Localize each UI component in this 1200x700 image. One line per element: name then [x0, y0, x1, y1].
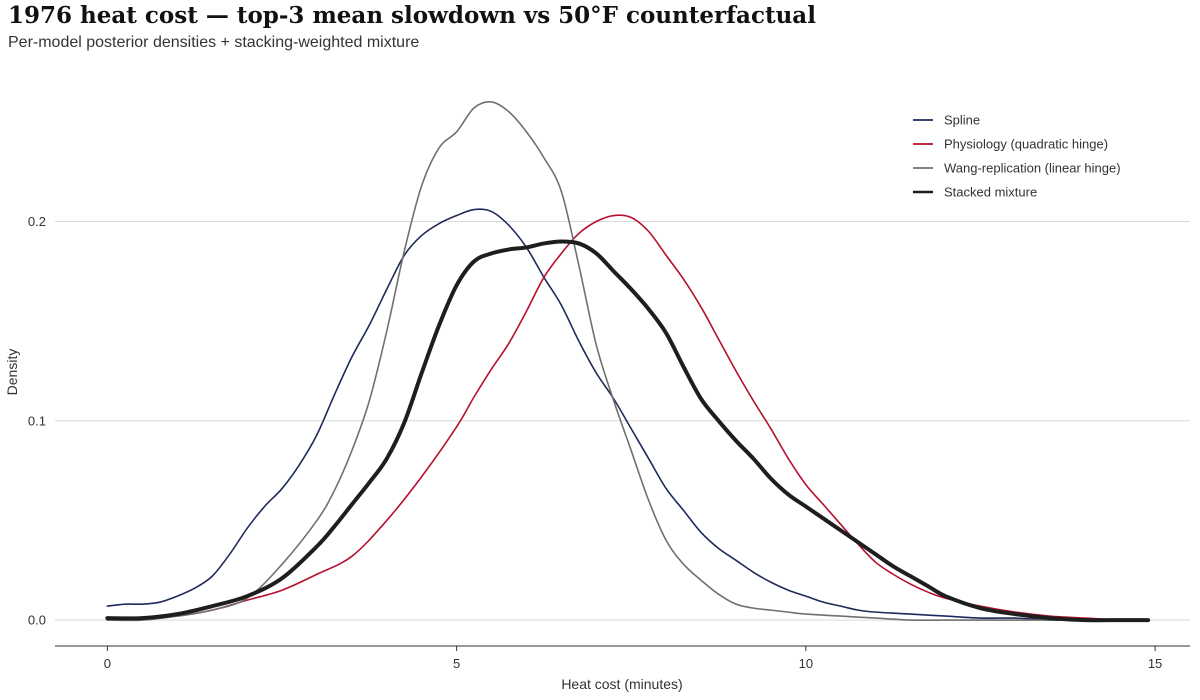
series-line-physiology-quadratic-hinge	[106, 214, 1149, 622]
series-lines	[105, 101, 1151, 623]
series-line-stacked-mixture	[105, 239, 1151, 623]
legend: Spline Physiology (quadratic hinge) Wang-r…	[913, 113, 1121, 200]
y-tick-label: 0.2	[28, 214, 46, 229]
series-line-spline	[106, 208, 1149, 622]
y-tick-label: 0.1	[28, 413, 46, 428]
legend-label-wang-replication-linear-hinge: Wang-replication (linear hinge)	[944, 161, 1121, 176]
legend-label-spline: Spline	[944, 113, 980, 128]
legend-label-stacked-mixture: Stacked mixture	[944, 185, 1037, 200]
series-line-wang-replication-linear-hinge	[106, 101, 1149, 622]
x-axis: 0 5 10 15	[55, 645, 1190, 671]
y-tick-label: 0.0	[28, 613, 46, 628]
x-tick-label: 5	[453, 656, 460, 671]
chart-title: 1976 heat cost — top-3 mean slowdown vs …	[8, 2, 816, 29]
x-tick-label: 15	[1148, 656, 1162, 671]
y-axis-label: Density	[4, 349, 20, 396]
x-tick-label: 10	[799, 656, 813, 671]
legend-label-physiology-quadratic-hinge: Physiology (quadratic hinge)	[944, 137, 1108, 152]
x-axis-label: Heat cost (minutes)	[561, 676, 682, 692]
y-axis: 0.0 0.1 0.2	[28, 214, 46, 628]
chart-subtitle: Per-model posterior densities + stacking…	[8, 34, 420, 51]
x-tick-label: 0	[104, 656, 111, 671]
